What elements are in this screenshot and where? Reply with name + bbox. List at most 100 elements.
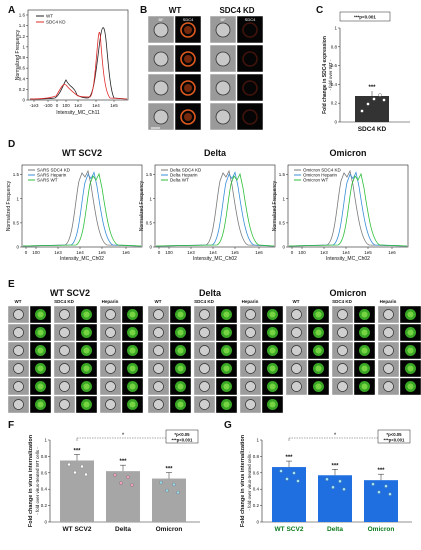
e-bf-cell — [59, 399, 70, 410]
e-bf-cell — [105, 327, 116, 338]
c-ytick-label: 0 — [334, 120, 337, 125]
panel-e-col: Heparin — [102, 299, 119, 304]
d-legend-label: Delta Heparin — [170, 173, 198, 178]
ytick-label: 1 — [256, 438, 259, 443]
e-virus-core — [37, 311, 44, 318]
e-bf-cell — [59, 345, 70, 356]
data-point — [130, 483, 134, 487]
bar-delta — [318, 475, 352, 522]
c-ytick-label: 1 — [334, 26, 337, 31]
panel-d-frame — [21, 164, 143, 248]
d-xlabel: Intensity_MC_Ch02 — [326, 256, 370, 262]
panel-e-title: Omicron — [329, 288, 366, 298]
panel-e-col: WT — [15, 299, 22, 304]
d-legend-label: Omicron SDC4 KD — [303, 168, 342, 173]
e-virus-core — [83, 365, 90, 372]
e-virus-core — [361, 365, 368, 372]
e-virus-core — [177, 401, 184, 408]
e-virus-core — [407, 311, 414, 318]
d-ytick-label: 0 — [282, 245, 285, 250]
e-virus-core — [361, 311, 368, 318]
e-bf-cell — [383, 363, 394, 374]
sig-legend-box — [165, 429, 199, 444]
panel-e-col: SDC4 KD — [194, 299, 215, 304]
c-ytick-label: 0.4 — [331, 82, 338, 87]
panel-c-label: C — [316, 5, 323, 16]
e-virus-core — [361, 383, 368, 390]
d-series-line — [288, 172, 408, 247]
e-bf-cell — [245, 363, 256, 374]
e-virus-core — [83, 311, 90, 318]
d-ytick-label: 1 — [282, 196, 285, 201]
e-bf-cell — [199, 399, 210, 410]
e-bf-cell — [59, 309, 70, 320]
data-point — [119, 481, 123, 485]
e-virus-core — [83, 329, 90, 336]
bar-omicron — [152, 478, 186, 522]
e-bf-cell — [337, 345, 348, 356]
d-series-line — [288, 169, 408, 247]
series-sdc4-kd — [29, 31, 128, 100]
e-bf-cell — [153, 363, 164, 374]
d-xlabel: Intensity_MC_Ch02 — [193, 256, 237, 262]
e-bf-cell — [13, 309, 24, 320]
e-bf-cell — [245, 327, 256, 338]
d-series-line — [155, 169, 275, 247]
panel-e-col: WT — [155, 299, 162, 304]
ytick-label: 0.8 — [41, 454, 48, 459]
e-bf-cell — [291, 363, 302, 374]
e-virus-core — [269, 401, 276, 408]
data-point — [80, 464, 84, 469]
d-ytick-label: 1.5 — [13, 172, 20, 177]
panel-e-title: Delta — [199, 288, 222, 298]
data-point — [342, 487, 346, 491]
e-bf-cell — [199, 309, 210, 320]
d-ytick-label: 1.5 — [146, 172, 153, 177]
d-xtick-label: 100 — [298, 250, 306, 255]
data-point — [279, 469, 283, 473]
bar-stars: *** — [119, 459, 127, 465]
e-virus-core — [37, 329, 44, 336]
bar-stars: *** — [165, 467, 173, 473]
d-xtick-label: 1e6 — [255, 250, 263, 255]
panel-c-ylabel: Fold change in SDC4 expression — [322, 36, 328, 114]
c-ytick-label: 0.2 — [331, 101, 338, 106]
d-ytick-label: 0.5 — [146, 220, 153, 225]
b-sdc4-signal — [180, 22, 196, 38]
a-ytick-label: 1 — [22, 44, 25, 49]
panel-d-frame — [287, 164, 409, 248]
a-xtick-label: 1e3 — [74, 103, 82, 108]
d-xtick-label: 0 — [25, 250, 28, 255]
d-series-line — [288, 171, 408, 247]
b-sdc4-signal — [242, 22, 258, 38]
panel-d-delta: Delta 0 0.5 1 1.5 0 100 1e3 1e4 1e5 1e6 Intensity_M… — [139, 148, 276, 262]
panel-e-group: Omicron WT SDC4 KD Heparin — [285, 288, 421, 396]
panel-c-ylabel2: - fold over WT - — [328, 59, 333, 90]
d-xtick-label: 1e3 — [187, 250, 195, 255]
b-bf-cell — [153, 80, 169, 96]
category-label: Omicron — [156, 526, 183, 533]
e-bf-cell — [291, 327, 302, 338]
a-ytick-label: 0.4 — [19, 76, 26, 81]
e-virus-core — [315, 347, 322, 354]
b-sdc4-signal — [242, 80, 258, 96]
sig-bracket-star: * — [334, 433, 337, 439]
sig-legend-box — [377, 429, 411, 444]
ytick-label: 0.8 — [253, 454, 260, 459]
e-virus-core — [83, 347, 90, 354]
d-ytick-label: 0.5 — [279, 220, 286, 225]
e-bf-cell — [199, 345, 210, 356]
e-bf-cell — [105, 381, 116, 392]
e-bf-cell — [337, 363, 348, 374]
bar-delta — [106, 471, 140, 522]
bar-stars: *** — [331, 463, 339, 469]
b-bf-cell — [215, 22, 231, 38]
a-ytick-label: 0.6 — [19, 66, 26, 71]
panel-d-omicron: Omicron 0 0.5 1 1.5 0 100 1e3 1e4 1e5 1e6 Intensity… — [272, 148, 409, 262]
category-label: Delta — [115, 526, 131, 533]
panel-g-bar-chart: 0 0.2 0.4 0.6 0.8 1 *** WT SCV2 *** Delta *** Omicr… — [240, 429, 412, 533]
panel-b-image-grid: BFBFSDC4BFBFSDC410 μm — [147, 15, 264, 133]
e-bf-cell — [105, 345, 116, 356]
panel-b-col-wt: WT — [169, 6, 182, 15]
e-virus-core — [223, 347, 230, 354]
